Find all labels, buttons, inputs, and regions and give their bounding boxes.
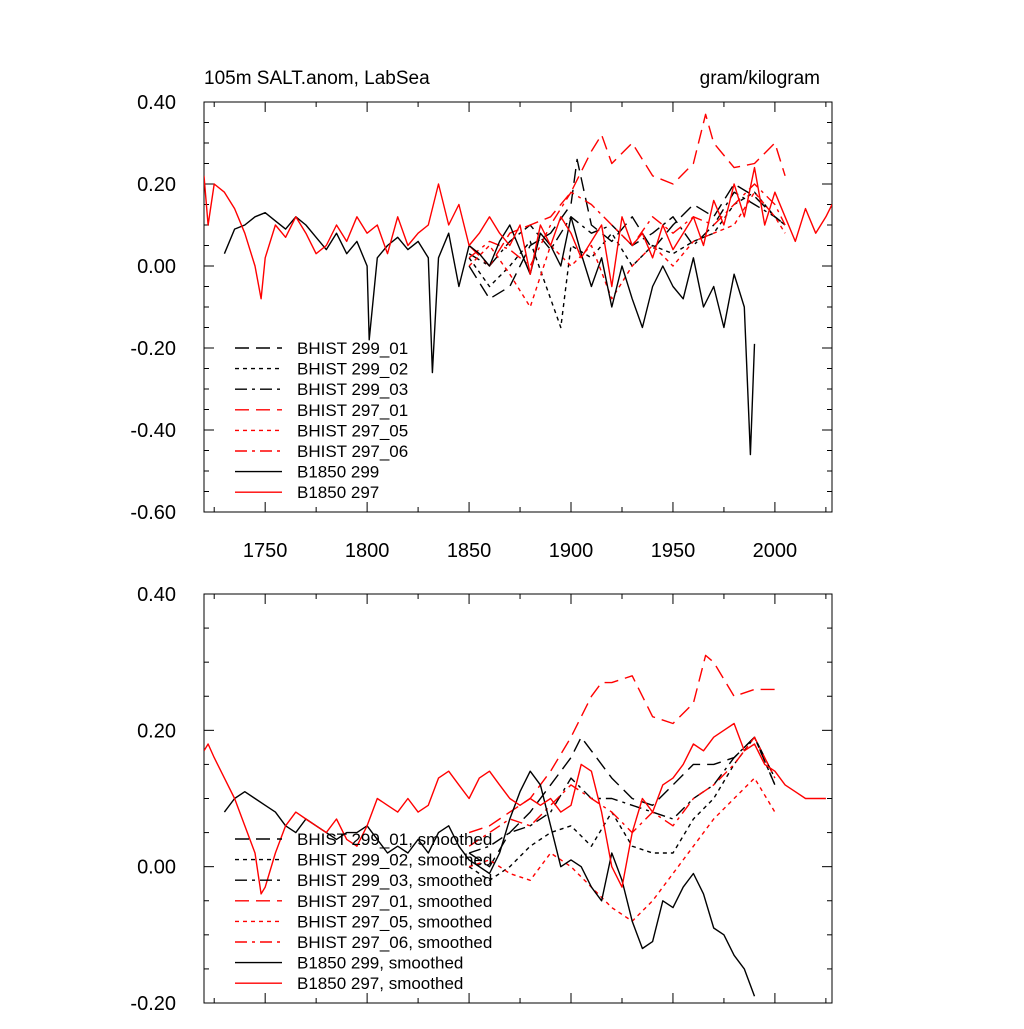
series-line	[468, 113, 786, 267]
legend-label: BHIST 299_03	[297, 380, 408, 399]
chart-title: 105m SALT.anom, LabSea	[204, 68, 430, 89]
series-line	[468, 736, 776, 868]
y-tick-label: 0.00	[137, 256, 176, 278]
bottom-panel: -0.20 0.00 0.20 0.40 BHIST 299_01, smoothed B…	[130, 584, 833, 1015]
y-tick-label: 0.40	[137, 584, 176, 606]
legend-label: BHIST 297_05	[297, 421, 408, 440]
legend-label: BHIST 299_01	[297, 339, 408, 358]
x-tick-label: 1750	[243, 540, 288, 562]
series-line	[468, 777, 776, 922]
legend-label: BHIST 297_05, smoothed	[297, 912, 492, 931]
y-tick-label: -0.40	[130, 420, 176, 442]
legend-label: B1850 299	[297, 463, 379, 482]
legend-label: BHIST 299_02	[297, 360, 408, 379]
legend-label: BHIST 299_01, smoothed	[297, 830, 492, 849]
top-panel: 105m SALT.anom, LabSea gram/kilogram 175…	[130, 68, 833, 562]
legend-label: BHIST 299_03, smoothed	[297, 871, 492, 890]
units-label: gram/kilogram	[700, 68, 820, 89]
y-tick-label: -0.20	[130, 338, 176, 360]
legend-label: BHIST 297_06	[297, 442, 408, 461]
legend-label: BHIST 297_06, smoothed	[297, 933, 492, 952]
x-tick-label: 1850	[447, 540, 492, 562]
x-tick-label: 1900	[549, 540, 594, 562]
y-tick-label: -0.60	[130, 502, 176, 524]
legend-label: B1850 297	[297, 483, 379, 502]
series-line	[468, 158, 786, 300]
series-line	[223, 211, 756, 456]
legend-label: BHIST 297_01, smoothed	[297, 892, 492, 911]
x-tick-label: 2000	[753, 540, 798, 562]
x-tick-label: 1800	[345, 540, 390, 562]
series-line	[204, 166, 832, 300]
x-tick-label: 1950	[651, 540, 696, 562]
legend-label: B1850 297, smoothed	[297, 974, 463, 993]
series-line	[204, 722, 826, 895]
series-line	[468, 736, 776, 847]
series-line	[468, 736, 776, 881]
series-line	[468, 736, 776, 854]
legend-label: B1850 299, smoothed	[297, 954, 463, 973]
series-line	[468, 191, 786, 329]
y-tick-label: 0.20	[137, 174, 176, 196]
y-tick-label: 0.00	[137, 857, 176, 879]
y-tick-label: 0.40	[137, 92, 176, 114]
legend-label: BHIST 299_02, smoothed	[297, 851, 492, 870]
legend-label: BHIST 297_01	[297, 401, 408, 420]
y-tick-label: 0.20	[137, 720, 176, 742]
y-tick-label: -0.20	[130, 993, 176, 1015]
series-line	[468, 191, 786, 308]
